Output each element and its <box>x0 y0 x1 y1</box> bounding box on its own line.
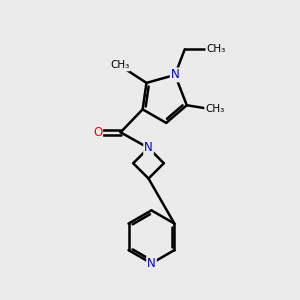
Text: CH₃: CH₃ <box>205 104 224 114</box>
Text: CH₃: CH₃ <box>206 44 226 54</box>
Text: CH₃: CH₃ <box>110 61 129 70</box>
Text: N: N <box>147 257 156 270</box>
Text: O: O <box>93 126 102 139</box>
Text: N: N <box>171 68 179 81</box>
Text: N: N <box>144 141 153 154</box>
